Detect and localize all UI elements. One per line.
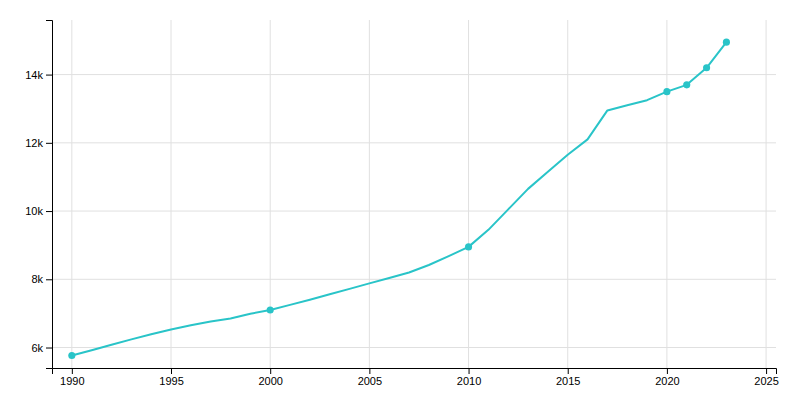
x-tick-mark	[72, 368, 73, 374]
y-tick-label: 6k	[31, 342, 43, 354]
y-tick-label: 14k	[25, 69, 43, 81]
y-tick-mark	[46, 348, 52, 349]
x-tick: 2025	[754, 368, 778, 387]
marks	[68, 39, 730, 360]
x-grid-line	[766, 20, 767, 368]
y-tick: 8k	[31, 273, 52, 285]
x-tick-label: 2000	[258, 375, 282, 387]
y-tick: 14k	[25, 69, 52, 81]
x-tick-label: 2010	[457, 375, 481, 387]
grid	[52, 20, 776, 368]
marker	[663, 88, 670, 95]
x-tick-mark	[667, 368, 668, 374]
x-grid-line	[468, 20, 469, 368]
y-tick: 6k	[31, 342, 52, 354]
marker	[703, 64, 710, 71]
x-tick: 1995	[159, 368, 183, 387]
x-tick-label: 2005	[358, 375, 382, 387]
x-tick: 2015	[556, 368, 580, 387]
x-grid-line	[666, 20, 667, 368]
x-axis-line	[53, 369, 777, 375]
y-tick-label: 10k	[25, 205, 43, 217]
x-tick-label: 2025	[754, 375, 778, 387]
y-grid-line	[52, 347, 776, 348]
x-tick-label: 2020	[655, 375, 679, 387]
y-grid-line	[52, 211, 776, 212]
x-tick: 2000	[258, 368, 282, 387]
x-tick-mark	[171, 368, 172, 374]
y-grid-line	[52, 142, 776, 143]
y-grid-line	[52, 74, 776, 75]
x-grid-line	[71, 20, 72, 368]
x-tick-mark	[469, 368, 470, 374]
y-tick-label: 12k	[25, 137, 43, 149]
marker	[68, 352, 75, 359]
y-tick-mark	[46, 143, 52, 144]
x-tick: 2010	[457, 368, 481, 387]
marker	[723, 39, 730, 46]
x-tick-label: 1995	[159, 375, 183, 387]
x-tick-label: 1990	[60, 375, 84, 387]
y-tick-mark	[46, 279, 52, 280]
x-tick-label: 2015	[556, 375, 580, 387]
x-grid-line	[369, 20, 370, 368]
y-tick-label: 8k	[31, 273, 43, 285]
y-tick-mark	[46, 75, 52, 76]
x-tick-mark	[270, 368, 271, 374]
x-grid-line	[567, 20, 568, 368]
y-axis: 6k 8k 10k 12k 14k	[25, 21, 52, 369]
y-tick: 10k	[25, 205, 52, 217]
x-tick-mark	[369, 368, 370, 374]
x-tick-mark	[766, 368, 767, 374]
line	[72, 42, 727, 355]
x-tick: 2005	[358, 368, 382, 387]
y-grid-line	[52, 279, 776, 280]
marker	[267, 306, 274, 313]
plot: 1990 1995 2000 2005 2010 2015 2020 2025 6k 8k 10k 1…	[25, 20, 779, 387]
y-tick-mark	[46, 211, 52, 212]
y-axis-line	[46, 21, 53, 369]
x-tick-mark	[568, 368, 569, 374]
x-tick: 1990	[60, 368, 84, 387]
x-axis: 1990 1995 2000 2005 2010 2015 2020 2025	[53, 368, 779, 387]
chart: 1990 1995 2000 2005 2010 2015 2020 2025 6k 8k 10k 1…	[0, 0, 800, 400]
y-tick: 12k	[25, 137, 52, 149]
marker	[465, 243, 472, 250]
marker	[683, 81, 690, 88]
x-tick: 2020	[655, 368, 679, 387]
x-grid-line	[270, 20, 271, 368]
x-grid-line	[171, 20, 172, 368]
